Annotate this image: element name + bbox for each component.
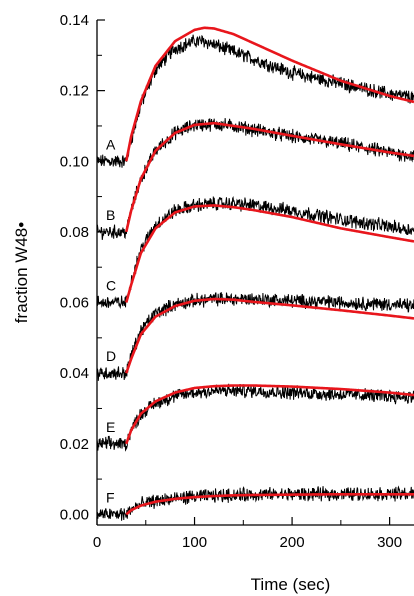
data-trace [96,195,414,310]
trace-label: B [106,207,115,223]
fit-curve [125,204,414,303]
x-tick-label: 300 [377,534,402,551]
x-axis-label: Time (sec) [251,575,331,594]
y-tick-label: 0.06 [60,295,89,312]
y-tick-label: 0.00 [60,506,89,523]
y-axis-ticks: 0.00 0.02 0.04 0.06 0.08 0.10 0.12 0.14 [60,12,105,523]
fit-curve [125,297,414,374]
fit-curve [125,384,414,445]
fit-curve [124,121,414,233]
data-trace [96,292,414,381]
data-trace [96,118,414,240]
y-tick-label: 0.14 [60,12,89,29]
y-tick-label: 0.10 [60,153,89,170]
data-trace [96,383,414,452]
trace-label: C [106,278,116,294]
chart-trace-labels: A B C D E F [106,136,116,505]
x-tick-label: 200 [280,534,305,551]
x-tick-label: 0 [93,534,101,551]
x-tick-label: 100 [182,534,207,551]
y-tick-label: 0.04 [60,365,89,382]
fit-curve [124,26,414,162]
y-tick-label: 0.12 [60,83,89,100]
trace-label: D [106,348,116,364]
y-axis-label: fraction W48• [12,222,31,323]
chart-axes: 0.00 0.02 0.04 0.06 0.08 0.10 0.12 0.14 0 100 200… [60,12,414,551]
trace-label: F [106,489,115,505]
y-tick-label: 0.02 [60,436,89,453]
x-axis-ticks: 0 100 200 300 [93,517,402,551]
fit-curve [125,492,414,516]
chart-traces [96,26,414,521]
trace-label: E [106,419,115,435]
y-tick-label: 0.08 [60,224,89,241]
trace-label: A [106,136,116,152]
